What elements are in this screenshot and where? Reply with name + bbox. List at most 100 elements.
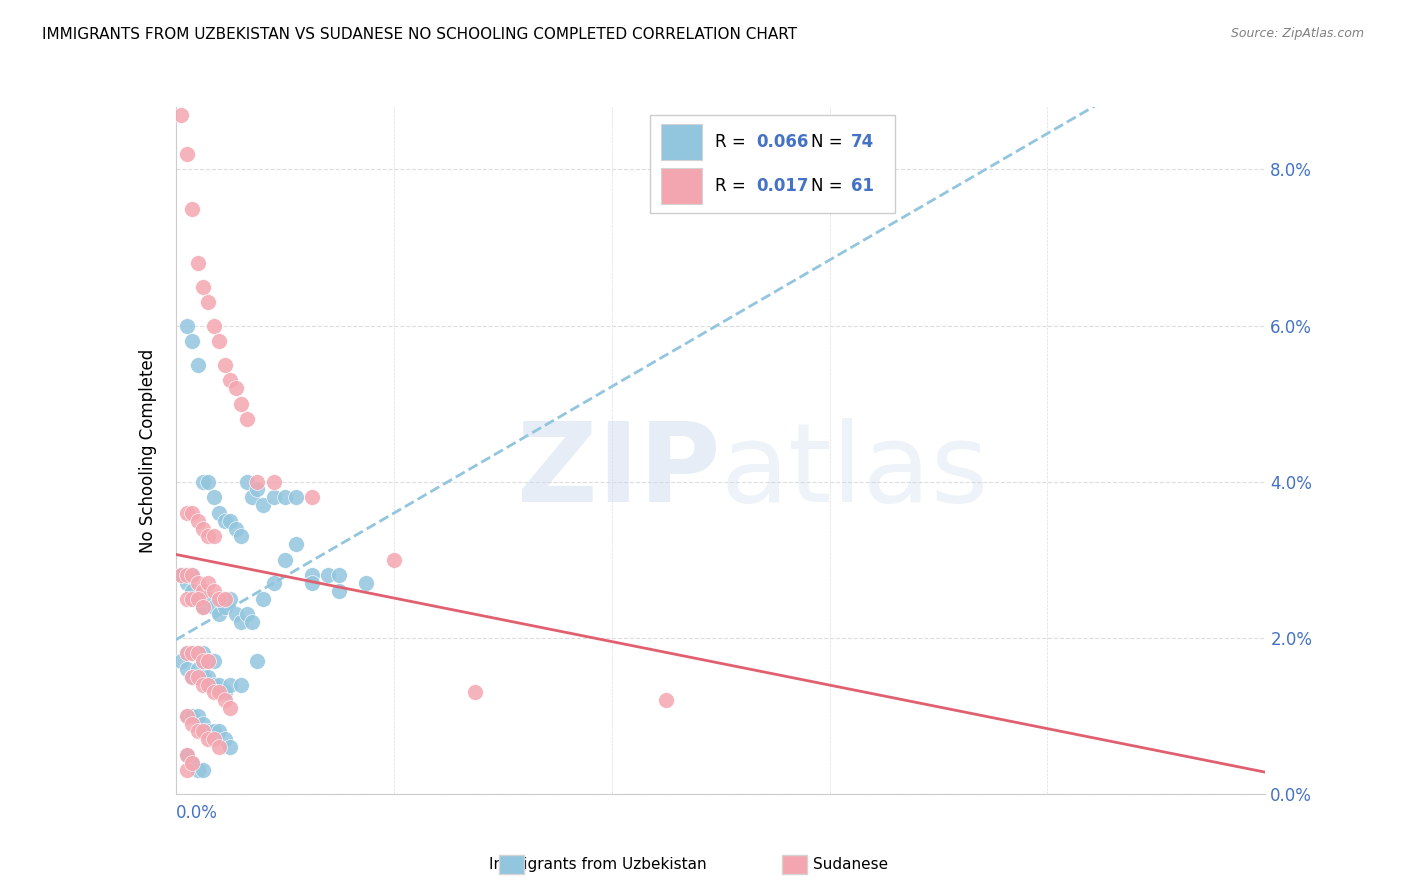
Text: 0.0%: 0.0% <box>176 805 218 822</box>
Point <box>214 693 236 707</box>
Point <box>208 506 231 520</box>
Point <box>301 568 323 582</box>
Point <box>284 490 307 504</box>
Point <box>186 670 209 684</box>
Point <box>181 202 204 216</box>
Point <box>191 670 214 684</box>
Point <box>181 670 204 684</box>
Point <box>191 646 214 660</box>
Point <box>186 764 209 778</box>
Point <box>202 732 225 747</box>
Point <box>181 708 204 723</box>
Point <box>191 716 214 731</box>
Point <box>202 529 225 543</box>
Point <box>202 599 225 614</box>
Point <box>263 475 285 489</box>
Point <box>231 615 253 630</box>
Point <box>176 708 198 723</box>
Point <box>328 568 350 582</box>
Point <box>208 591 231 606</box>
Point <box>176 747 198 762</box>
Point <box>181 716 204 731</box>
Point <box>202 318 225 333</box>
FancyBboxPatch shape <box>661 124 702 160</box>
Point <box>191 764 214 778</box>
Point <box>197 654 219 668</box>
Point <box>176 318 198 333</box>
Point <box>181 756 204 770</box>
Point <box>231 678 253 692</box>
Point <box>284 537 307 551</box>
Point <box>231 529 253 543</box>
Point <box>197 724 219 739</box>
Point <box>328 583 350 598</box>
Point <box>197 475 219 489</box>
Point <box>214 732 236 747</box>
Point <box>170 108 193 122</box>
Point <box>191 599 214 614</box>
Point <box>176 506 198 520</box>
Point <box>191 279 214 293</box>
Point <box>191 654 214 668</box>
Point <box>197 295 219 310</box>
Point <box>186 358 209 372</box>
Point <box>181 756 204 770</box>
Point <box>246 483 269 497</box>
Point <box>252 591 274 606</box>
Point <box>382 552 405 567</box>
Point <box>181 646 204 660</box>
Point <box>301 576 323 591</box>
Point <box>191 583 214 598</box>
Point <box>170 654 193 668</box>
Point <box>176 662 198 676</box>
Point <box>208 740 231 755</box>
Text: Source: ZipAtlas.com: Source: ZipAtlas.com <box>1230 27 1364 40</box>
Point <box>181 591 204 606</box>
Point <box>181 583 204 598</box>
Point <box>655 693 678 707</box>
Point <box>176 764 198 778</box>
Text: Immigrants from Uzbekistan: Immigrants from Uzbekistan <box>489 857 706 872</box>
Point <box>356 576 378 591</box>
Point <box>186 256 209 270</box>
Point <box>246 475 269 489</box>
Point <box>170 568 193 582</box>
Point <box>202 678 225 692</box>
Point <box>197 529 219 543</box>
Point <box>191 475 214 489</box>
Point <box>186 646 209 660</box>
Point <box>274 552 297 567</box>
Point <box>197 654 219 668</box>
Point <box>176 708 198 723</box>
Point <box>176 591 198 606</box>
Point <box>181 506 204 520</box>
Point <box>202 685 225 699</box>
Point <box>219 740 242 755</box>
Point <box>170 568 193 582</box>
Text: 74: 74 <box>852 133 875 151</box>
Point <box>176 747 198 762</box>
Point <box>225 381 247 395</box>
Point <box>202 654 225 668</box>
Point <box>202 490 225 504</box>
Point <box>208 334 231 348</box>
Point <box>219 591 242 606</box>
Text: 0.017: 0.017 <box>756 177 808 195</box>
Point <box>181 334 204 348</box>
Point <box>231 396 253 410</box>
Point <box>197 576 219 591</box>
Point <box>191 599 214 614</box>
Point <box>181 646 204 660</box>
Point <box>208 685 231 699</box>
Point <box>197 732 219 747</box>
Point <box>191 521 214 535</box>
Point <box>219 514 242 528</box>
Point <box>240 490 263 504</box>
Point <box>186 724 209 739</box>
Point <box>240 615 263 630</box>
Point <box>176 576 198 591</box>
Point <box>219 373 242 387</box>
Text: N =: N = <box>811 133 848 151</box>
Point <box>208 724 231 739</box>
Point <box>181 568 204 582</box>
